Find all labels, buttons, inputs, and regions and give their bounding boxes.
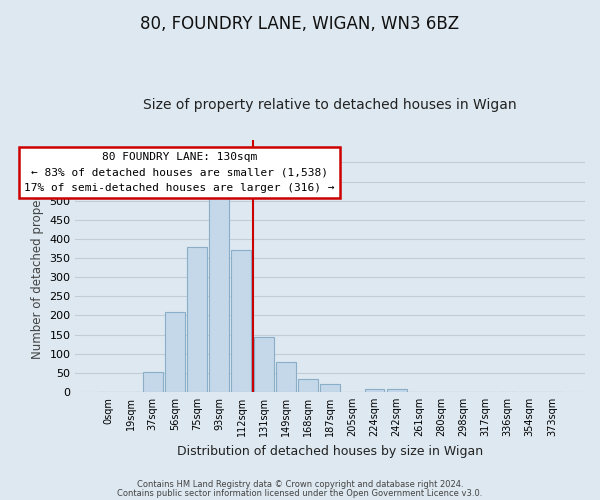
Text: Contains public sector information licensed under the Open Government Licence v3: Contains public sector information licen…: [118, 490, 482, 498]
Text: Contains HM Land Registry data © Crown copyright and database right 2024.: Contains HM Land Registry data © Crown c…: [137, 480, 463, 489]
Text: 80, FOUNDRY LANE, WIGAN, WN3 6BZ: 80, FOUNDRY LANE, WIGAN, WN3 6BZ: [140, 15, 460, 33]
Bar: [165, 312, 185, 392]
Y-axis label: Number of detached properties: Number of detached properties: [31, 172, 44, 358]
Bar: [187, 248, 207, 392]
Text: 80 FOUNDRY LANE: 130sqm
← 83% of detached houses are smaller (1,538)
17% of semi: 80 FOUNDRY LANE: 130sqm ← 83% of detache…: [24, 152, 335, 193]
Bar: [386, 389, 407, 392]
Bar: [298, 379, 318, 392]
Bar: [276, 362, 296, 392]
Title: Size of property relative to detached houses in Wigan: Size of property relative to detached ho…: [143, 98, 517, 112]
Bar: [365, 389, 385, 392]
Bar: [232, 250, 251, 392]
X-axis label: Distribution of detached houses by size in Wigan: Distribution of detached houses by size …: [177, 444, 483, 458]
Bar: [143, 372, 163, 392]
Bar: [209, 186, 229, 392]
Bar: [254, 337, 274, 392]
Bar: [320, 384, 340, 392]
